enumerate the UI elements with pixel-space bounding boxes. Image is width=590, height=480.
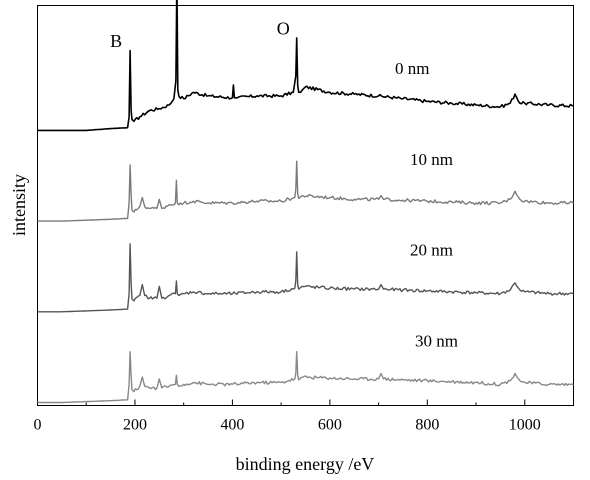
- peak-label-B: B: [110, 31, 122, 51]
- series-line-30-nm: [37, 351, 574, 404]
- series-label-30-nm: 30 nm: [415, 331, 458, 350]
- series-label-20-nm: 20 nm: [410, 241, 453, 260]
- series-line-20-nm: [37, 243, 574, 313]
- x-tick-label: 200: [123, 417, 147, 434]
- x-tick-label: 800: [415, 417, 439, 434]
- series-line-10-nm: [37, 160, 574, 222]
- x-tick-label: 1000: [509, 417, 541, 434]
- x-axis-label: binding energy /eV: [236, 454, 375, 474]
- x-tick-label: 400: [220, 417, 244, 434]
- plot-frame: [37, 5, 574, 406]
- peak-label-O: O: [277, 18, 290, 38]
- series-label-10-nm: 10 nm: [410, 150, 453, 169]
- spectra-series: [37, 0, 574, 404]
- x-axis-ticks: 0 200 400 600 800 1000: [34, 399, 541, 434]
- y-axis-label: intensity: [9, 174, 29, 236]
- series-line-0-nm: [37, 0, 574, 132]
- series-label-0-nm: 0 nm: [395, 59, 429, 78]
- x-tick-label: 600: [318, 417, 342, 434]
- x-tick-label: 0: [34, 417, 42, 434]
